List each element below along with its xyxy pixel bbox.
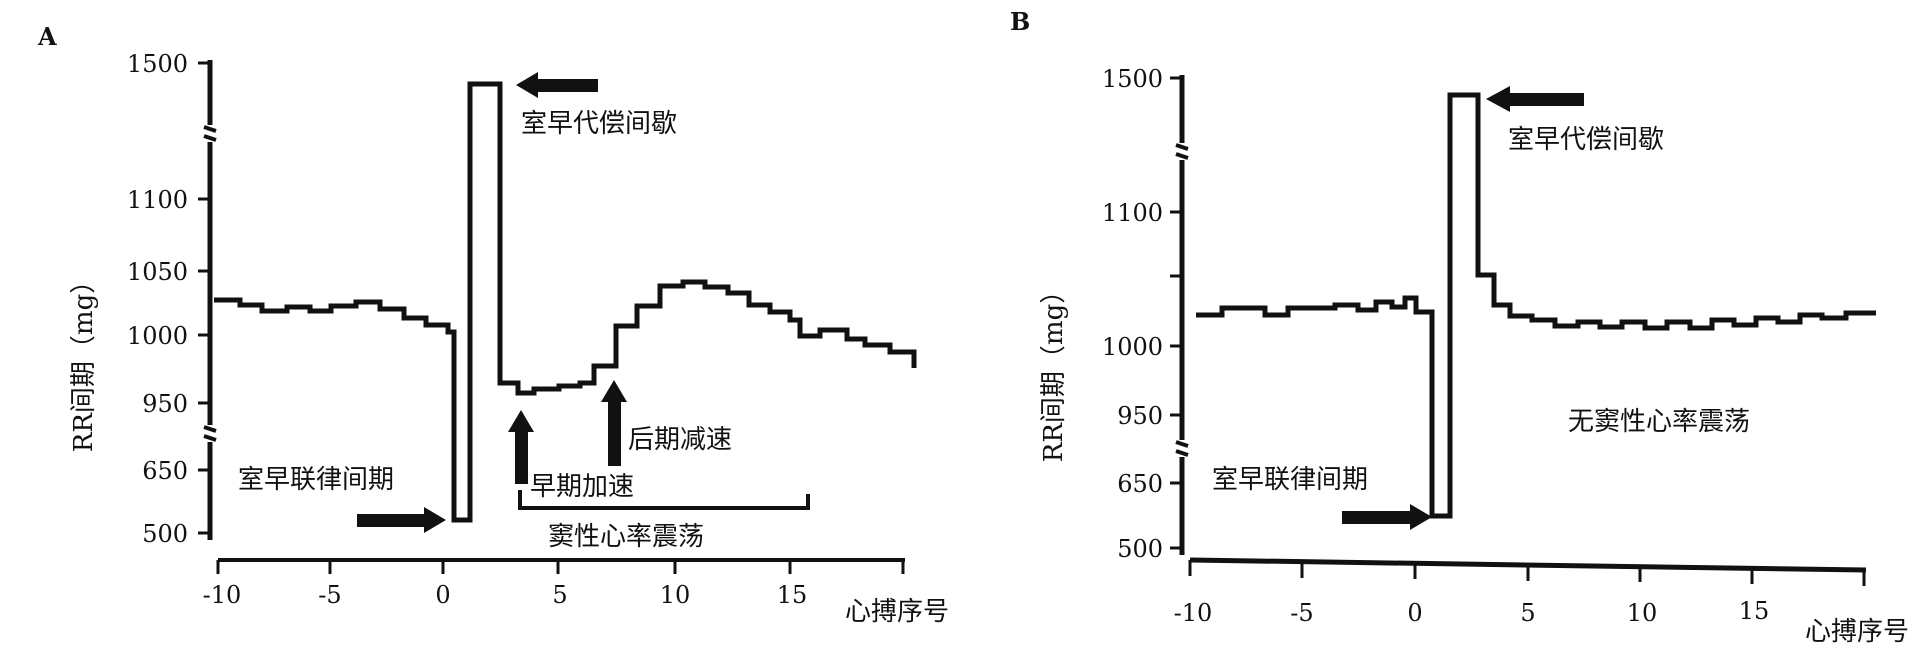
panel-a-ytick-1050: 1050 xyxy=(127,258,188,286)
panel-b-xtick-minus10: -10 xyxy=(1174,599,1213,627)
panel-a-xtick-10: 10 xyxy=(660,581,691,609)
panel-b: B 1500 1100 1000 950 650 500 RR间期（mg） xyxy=(1010,7,1909,647)
panel-a-rr-series xyxy=(214,81,917,523)
panel-b-xtick-10: 10 xyxy=(1627,599,1658,627)
panel-b-xtick-0: 0 xyxy=(1407,599,1422,627)
panel-a-ytick-1500: 1500 xyxy=(127,50,188,78)
panel-a-y-axis xyxy=(198,60,217,540)
panel-a-arrow-comp-pause xyxy=(516,72,598,98)
panel-b-ytick-950: 950 xyxy=(1117,402,1163,430)
panel-b-arrow-comp-pause xyxy=(1486,86,1584,112)
panel-a-arrow-late-decel xyxy=(601,380,627,466)
panel-b-note-compensatory-pause: 室早代偿间歇 xyxy=(1508,125,1664,155)
panel-b-y-axis xyxy=(1170,75,1189,555)
panel-a: A 1500 1100 1050 1000 950 650 500 RR间期（m… xyxy=(37,22,949,627)
panel-a-ytick-1100: 1100 xyxy=(127,186,188,214)
panel-a-label: A xyxy=(37,22,57,51)
panel-b-ytick-650: 650 xyxy=(1117,470,1163,498)
panel-a-xtick-minus5: -5 xyxy=(318,581,341,609)
panel-a-ytick-500: 500 xyxy=(142,520,188,548)
panel-b-xtick-minus5: -5 xyxy=(1290,599,1313,627)
panel-a-x-axis xyxy=(216,558,905,574)
panel-b-ytick-1500: 1500 xyxy=(1102,65,1163,93)
panel-a-note-early-acceleration: 早期加速 xyxy=(530,472,634,502)
panel-a-y-axis-title: RR间期（mg） xyxy=(69,268,99,452)
panel-a-hrt-bracket xyxy=(518,490,810,510)
panel-b-note-coupling-interval: 室早联律间期 xyxy=(1212,465,1368,495)
panel-a-arrow-early-accel xyxy=(508,410,534,484)
panel-a-arrow-coupling xyxy=(357,507,446,533)
panel-a-note-hrt: 窦性心率震荡 xyxy=(548,522,704,552)
panel-b-ytick-1000: 1000 xyxy=(1102,333,1163,361)
panel-b-note-no-hrt: 无窦性心率震荡 xyxy=(1568,407,1750,437)
panel-a-note-compensatory-pause: 室早代偿间歇 xyxy=(521,109,677,139)
panel-a-x-axis-title: 心搏序号 xyxy=(845,597,949,627)
panel-b-ytick-1100: 1100 xyxy=(1102,199,1163,227)
panel-b-xtick-5: 5 xyxy=(1520,599,1535,627)
panel-b-xtick-15: 15 xyxy=(1739,597,1770,625)
panel-b-x-axis xyxy=(1188,557,1867,586)
panel-a-ytick-650: 650 xyxy=(142,457,188,485)
panel-b-x-axis-title: 心搏序号 xyxy=(1805,617,1909,647)
panel-a-ytick-950: 950 xyxy=(142,390,188,418)
panel-b-arrow-coupling xyxy=(1342,504,1432,530)
panel-b-y-axis-title: RR间期（mg） xyxy=(1039,278,1069,462)
panel-a-xtick-0: 0 xyxy=(435,581,450,609)
panel-a-xtick-5: 5 xyxy=(552,581,567,609)
panel-b-label: B xyxy=(1010,7,1030,36)
panel-a-ytick-1000: 1000 xyxy=(127,322,188,350)
panel-a-note-late-deceleration: 后期减速 xyxy=(628,425,732,455)
panel-a-note-coupling-interval: 室早联律间期 xyxy=(238,465,394,495)
panel-a-xtick-minus10: -10 xyxy=(203,581,242,609)
panel-b-rr-series xyxy=(1196,92,1876,519)
panel-b-ytick-500: 500 xyxy=(1117,535,1163,563)
panel-a-xtick-15: 15 xyxy=(777,581,808,609)
